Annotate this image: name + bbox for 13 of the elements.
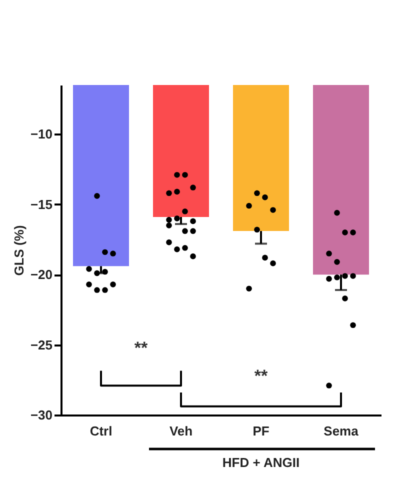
x-tick-label: PF — [252, 424, 270, 438]
y-tick-label: −10 — [30, 126, 52, 142]
y-tick-label: −20 — [30, 267, 52, 282]
x-tick-label: Veh — [169, 424, 193, 438]
y-tick-label: −25 — [30, 337, 52, 352]
annotation: ** — [254, 366, 268, 386]
x-tick-label: Sema — [324, 424, 360, 438]
annotation: ** — [134, 338, 148, 358]
text: HFD + ANGII — [222, 455, 300, 470]
x-tick-label: Ctrl — [90, 424, 112, 438]
y-tick-label: −15 — [30, 196, 52, 212]
y-tick-label: −30 — [30, 408, 52, 422]
y-axis-title: GLS (%) — [11, 225, 26, 276]
